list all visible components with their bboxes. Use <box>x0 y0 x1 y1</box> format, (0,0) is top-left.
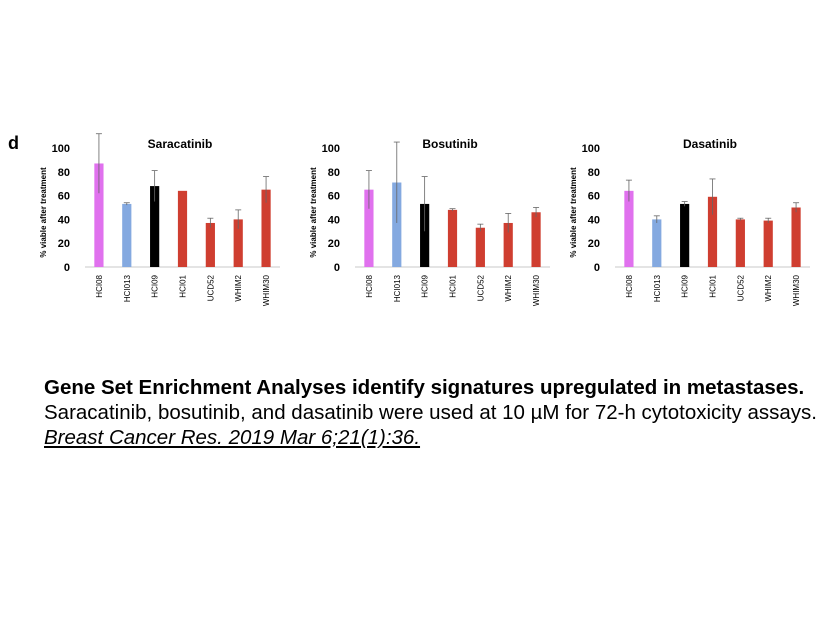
x-tick-label-hci08: HCI08 <box>95 274 104 297</box>
x-tick-label-hci01: HCI01 <box>179 274 188 297</box>
bar-whim30 <box>791 207 801 267</box>
x-tick-label-hci01: HCI01 <box>709 274 718 297</box>
y-tick-label: 0 <box>64 262 70 274</box>
y-tick-label: 100 <box>582 143 600 155</box>
y-tick-label: 80 <box>58 167 70 179</box>
y-tick-label: 0 <box>594 262 600 274</box>
bar-hci01 <box>447 209 458 267</box>
y-axis-label: % viable after treatment <box>309 167 318 258</box>
panel-letter: d <box>8 133 19 153</box>
x-tick-label-hci013: HCI013 <box>653 274 662 302</box>
x-tick-label-whim2: WHIM2 <box>504 274 513 301</box>
y-tick-label: 100 <box>322 143 340 155</box>
chart-saracatinib: Saracatinib % viable after treatment 0 20 40… <box>39 133 280 306</box>
bar-whim2 <box>763 220 773 267</box>
chart-title: Bosutinib <box>422 137 477 151</box>
x-tick-label-hci09: HCI09 <box>421 274 430 297</box>
bar-ucd52 <box>475 227 485 267</box>
x-tick-label-hci013: HCI013 <box>393 274 402 302</box>
y-tick-label: 80 <box>328 167 340 179</box>
caption-body: Saracatinib, bosutinib, and dasatinib we… <box>44 401 817 424</box>
bar-hci09 <box>680 203 690 267</box>
y-tick-label: 100 <box>52 143 70 155</box>
x-tick-label-hci09: HCI09 <box>151 274 160 297</box>
y-tick-label: 40 <box>58 214 70 226</box>
y-tick-label: 20 <box>588 238 600 250</box>
x-tick-label-hci01: HCI01 <box>449 274 458 297</box>
bar-hci09 <box>420 203 430 267</box>
caption-title: Gene Set Enrichment Analyses identify si… <box>44 376 805 399</box>
figure-caption: Gene Set Enrichment Analyses identify si… <box>44 375 824 450</box>
bar-hci013 <box>122 203 132 267</box>
x-tick-label-hci09: HCI09 <box>681 274 690 297</box>
bar-whim30 <box>261 189 271 267</box>
bar-whim2 <box>233 219 243 267</box>
bar-hci09 <box>150 186 160 267</box>
bar-hci013 <box>392 182 402 267</box>
chart-title: Saracatinib <box>148 137 213 151</box>
bar-whim30 <box>531 212 541 267</box>
y-tick-label: 40 <box>328 214 340 226</box>
y-tick-label: 60 <box>328 191 340 203</box>
x-tick-label-hci08: HCI08 <box>365 274 374 297</box>
bar-hci01 <box>177 190 188 267</box>
y-tick-label: 0 <box>334 262 340 274</box>
bar-hci08 <box>94 163 104 267</box>
bar-ucd52 <box>735 219 745 267</box>
x-tick-label-whim30: WHIM30 <box>792 274 801 306</box>
chart-dasatinib: Dasatinib % viable after treatment 0 20 40 60… <box>569 137 810 306</box>
x-tick-label-whim30: WHIM30 <box>532 274 541 306</box>
y-tick-label: 20 <box>328 238 340 250</box>
x-tick-label-whim2: WHIM2 <box>764 274 773 301</box>
y-tick-label: 20 <box>58 238 70 250</box>
x-tick-label-ucd52: UCD52 <box>206 274 215 301</box>
bar-ucd52 <box>205 222 215 267</box>
x-tick-label-whim30: WHIM30 <box>262 274 271 306</box>
bar-hci01 <box>707 196 718 267</box>
y-tick-label: 60 <box>58 191 70 203</box>
x-tick-label-hci08: HCI08 <box>625 274 634 297</box>
chart-title: Dasatinib <box>683 137 737 151</box>
bar-hci08 <box>624 190 634 267</box>
y-tick-label: 40 <box>588 214 600 226</box>
bar-hci08 <box>364 189 374 267</box>
y-tick-label: 60 <box>588 191 600 203</box>
x-tick-label-ucd52: UCD52 <box>736 274 745 301</box>
x-tick-label-hci013: HCI013 <box>123 274 132 302</box>
bar-hci013 <box>652 219 662 267</box>
bar-whim2 <box>503 222 513 267</box>
x-tick-label-whim2: WHIM2 <box>234 274 243 301</box>
caption-citation-link[interactable]: Breast Cancer Res. 2019 Mar 6;21(1):36. <box>44 426 421 449</box>
chart-bosutinib: Bosutinib % viable after treatment 0 20 40 60… <box>309 137 550 306</box>
y-tick-label: 80 <box>588 167 600 179</box>
y-axis-label: % viable after treatment <box>569 167 578 258</box>
x-tick-label-ucd52: UCD52 <box>476 274 485 301</box>
y-axis-label: % viable after treatment <box>39 167 48 258</box>
